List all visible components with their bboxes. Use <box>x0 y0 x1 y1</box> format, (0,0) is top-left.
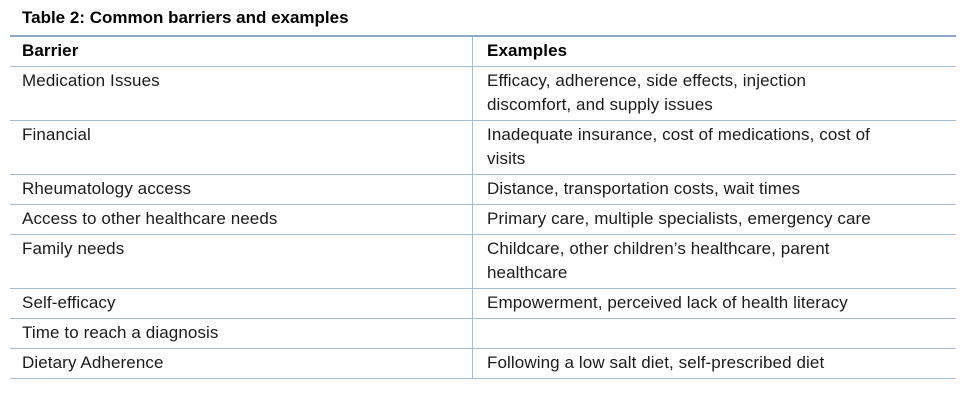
column-header-examples: Examples <box>487 41 568 60</box>
barrier-cell: Access to other healthcare needs <box>10 205 473 234</box>
barrier-cell: Rheumatology access <box>10 175 473 204</box>
table-row: Self-efficacy Empowerment, perceived lac… <box>10 289 956 319</box>
document-page: Table 2: Common barriers and examples Ba… <box>10 8 956 379</box>
examples-cell: Inadequate insurance, cost of medication… <box>487 125 871 168</box>
barrier-cell: Self-efficacy <box>10 289 473 318</box>
table-row: Medication Issues Efficacy, adherence, s… <box>10 67 956 121</box>
barriers-table: Barrier Examples Medication Issues Effic… <box>10 35 956 379</box>
examples-cell: Primary care, multiple specialists, emer… <box>487 209 871 228</box>
table-row: Dietary Adherence Following a low salt d… <box>10 349 956 379</box>
table-header-row: Barrier Examples <box>10 37 956 67</box>
barrier-cell: Dietary Adherence <box>10 349 473 378</box>
column-header-barrier: Barrier <box>10 37 473 66</box>
examples-cell: Empowerment, perceived lack of health li… <box>487 293 848 312</box>
table-row: Rheumatology access Distance, transporta… <box>10 175 956 205</box>
table-row: Family needs Childcare, other children’s… <box>10 235 956 289</box>
barrier-cell: Financial <box>10 121 473 174</box>
table-row: Access to other healthcare needs Primary… <box>10 205 956 235</box>
table-row: Financial Inadequate insurance, cost of … <box>10 121 956 175</box>
barrier-cell: Family needs <box>10 235 473 288</box>
barrier-cell: Medication Issues <box>10 67 473 120</box>
barrier-cell: Time to reach a diagnosis <box>10 319 473 348</box>
examples-cell: Distance, transportation costs, wait tim… <box>487 179 801 198</box>
table-row: Time to reach a diagnosis <box>10 319 956 349</box>
examples-cell <box>473 319 956 348</box>
examples-cell: Efficacy, adherence, side effects, injec… <box>487 71 807 114</box>
examples-cell: Following a low salt diet, self-prescrib… <box>487 353 825 372</box>
table-caption: Table 2: Common barriers and examples <box>22 8 349 27</box>
examples-cell: Childcare, other children’s healthcare, … <box>487 239 830 282</box>
